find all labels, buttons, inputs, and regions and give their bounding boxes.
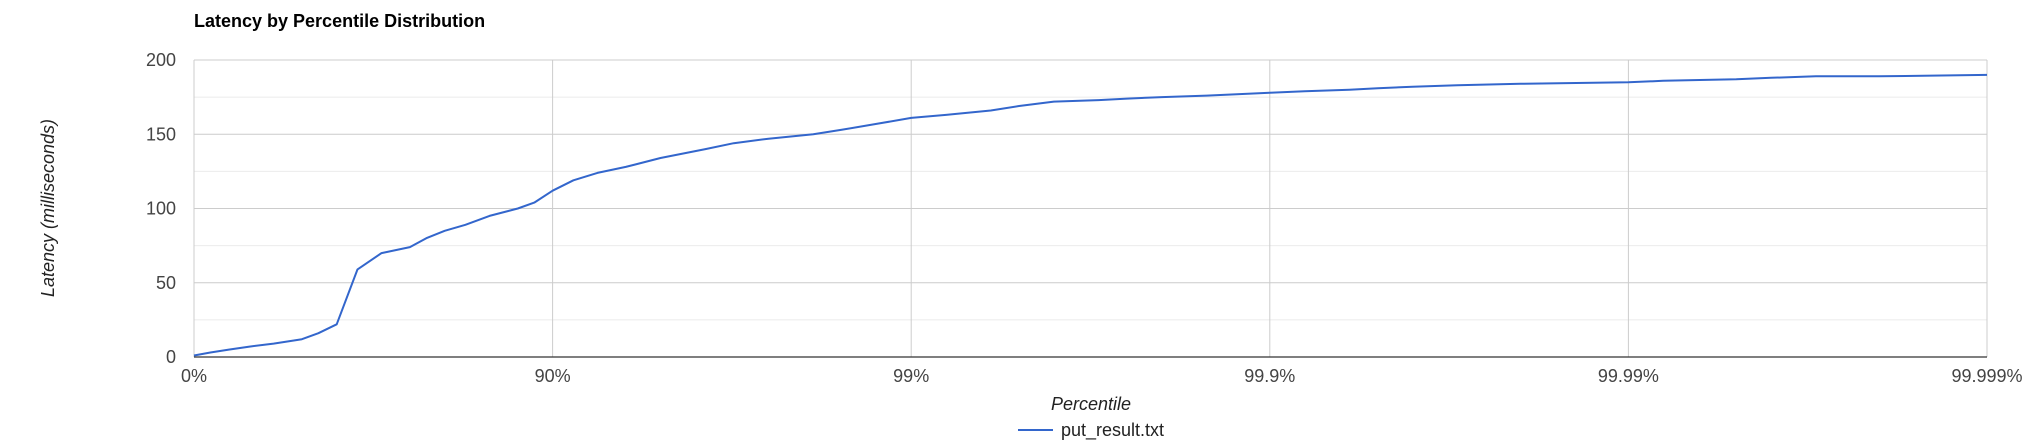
y-tick-label: 50 bbox=[156, 273, 176, 293]
x-tick-label: 0% bbox=[181, 366, 207, 386]
chart-title: Latency by Percentile Distribution bbox=[194, 11, 485, 31]
y-tick-label: 200 bbox=[146, 50, 176, 70]
y-axis-ticks: 0 50 100 150 200 bbox=[146, 50, 176, 367]
x-tick-label: 99.99% bbox=[1598, 366, 1659, 386]
grid bbox=[193, 59, 1988, 358]
x-axis-ticks: 0% 90% 99% 99.9% 99.99% 99.999% bbox=[181, 366, 2023, 386]
x-tick-label: 99.9% bbox=[1244, 366, 1295, 386]
x-axis-title: Percentile bbox=[1051, 394, 1131, 414]
legend[interactable]: put_result.txt bbox=[1018, 420, 1164, 441]
y-tick-label: 100 bbox=[146, 199, 176, 219]
x-tick-label: 90% bbox=[535, 366, 571, 386]
y-tick-label: 0 bbox=[166, 347, 176, 367]
x-tick-label: 99% bbox=[893, 366, 929, 386]
y-axis-title: Latency (milliseconds) bbox=[38, 119, 58, 297]
y-tick-label: 150 bbox=[146, 124, 176, 144]
legend-label: put_result.txt bbox=[1061, 420, 1164, 441]
x-tick-label: 99.999% bbox=[1951, 366, 2022, 386]
series-line-put-result[interactable] bbox=[193, 73, 1988, 357]
